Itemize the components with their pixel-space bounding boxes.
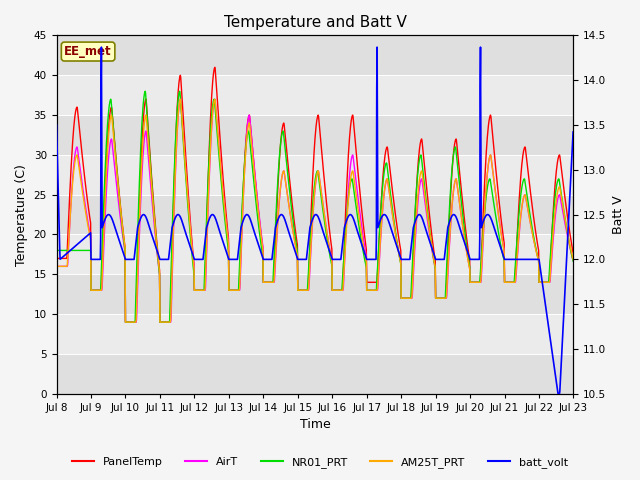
- Text: EE_met: EE_met: [64, 45, 112, 58]
- Bar: [56, 36, 573, 75]
- Bar: [56, 195, 573, 235]
- Title: Temperature and Batt V: Temperature and Batt V: [223, 15, 406, 30]
- Bar: [56, 275, 573, 314]
- Bar: [56, 354, 573, 394]
- X-axis label: Time: Time: [300, 419, 330, 432]
- Bar: [56, 115, 573, 155]
- Y-axis label: Temperature (C): Temperature (C): [15, 164, 28, 265]
- Y-axis label: Batt V: Batt V: [612, 195, 625, 234]
- Legend: PanelTemp, AirT, NR01_PRT, AM25T_PRT, batt_volt: PanelTemp, AirT, NR01_PRT, AM25T_PRT, ba…: [68, 452, 572, 472]
